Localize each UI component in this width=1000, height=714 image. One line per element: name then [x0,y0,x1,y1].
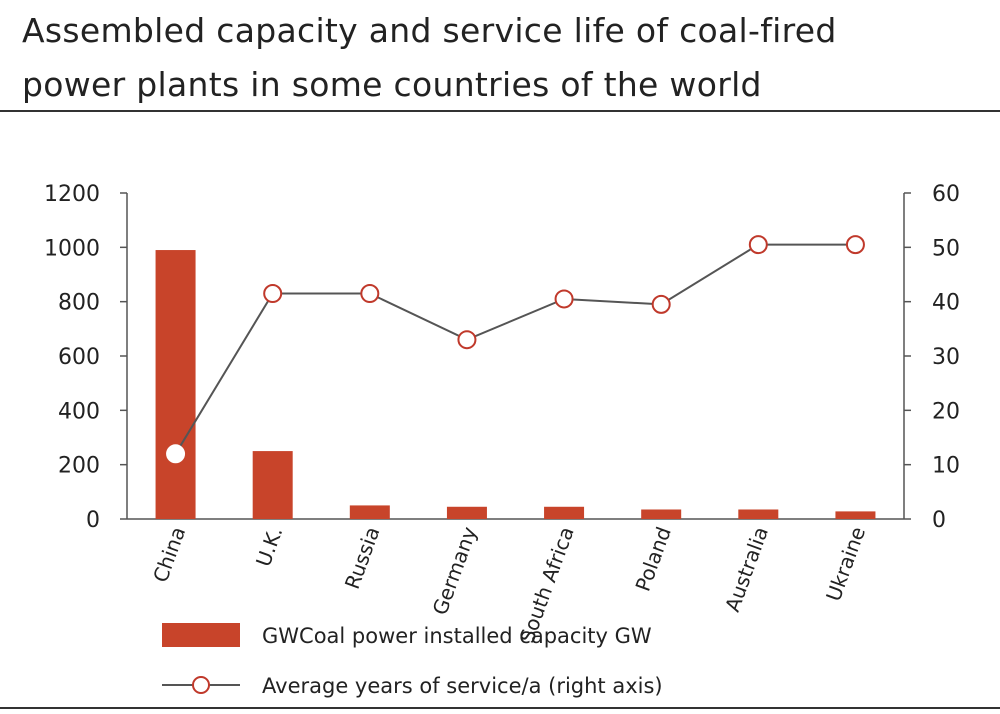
right-tick-label: 0 [932,508,946,533]
left-tick-label: 1000 [44,236,100,261]
bar-china [155,250,196,520]
right-tick-label: 20 [932,399,960,424]
right-tick-label: 60 [932,182,960,207]
right-tick-label: 30 [932,345,960,370]
right-tick-label: 10 [932,454,960,479]
right-tick-label: 40 [932,291,960,316]
line-point-ukraine [845,235,865,255]
bar-russia [349,505,390,519]
left-tick-label: 200 [58,454,100,479]
category-label: Poland [630,524,675,595]
bar-ukraine [835,511,876,519]
category-label: U.K. [251,524,287,570]
axes: 0 200 400 600 800 1000 1200 0 10 20 30 40 50 60 [44,182,960,533]
bottom-divider [0,707,1000,709]
title-divider [0,110,1000,112]
right-tick-label: 50 [932,236,960,261]
legend-line-label: Average years of service/a (right axis) [262,674,663,698]
category-label: Ukraine [821,524,870,605]
category-label: Australia [720,524,773,615]
left-tick-label: 1200 [44,182,100,207]
line-point-china [166,444,186,464]
left-tick-label: 0 [86,508,100,533]
legend-bar-label: GWCoal power installed capacity GW [262,624,652,648]
bar-germany [446,506,487,519]
chart-title: Assembled capacity and service life of c… [22,4,837,112]
legend: GWCoal power installed capacity GW Averag… [162,623,663,698]
left-tick-label: 800 [58,291,100,316]
line-point-south-africa [554,289,574,309]
bar-australia [738,509,779,519]
service-life-line [174,243,856,455]
line-point-russia [360,284,380,304]
category-label: Germany [428,523,482,618]
bar-u-k- [252,451,293,519]
line-series [166,235,865,464]
legend-marker-swatch [192,676,210,694]
line-point-australia [748,235,768,255]
line-point-poland [651,294,671,314]
line-point-germany [457,330,477,350]
left-tick-label: 600 [58,345,100,370]
line-point-u-k- [263,284,283,304]
category-label: Russia [340,524,385,593]
left-tick-label: 400 [58,399,100,424]
bar-series [155,250,876,520]
chart-title-line-1: Assembled capacity and service life of c… [22,11,837,50]
bar-south-africa [544,506,585,519]
chart-title-line-2: power plants in some countries of the wo… [22,65,762,104]
legend-bar-swatch [162,623,240,647]
bar-poland [641,509,682,519]
category-label: China [148,524,190,586]
